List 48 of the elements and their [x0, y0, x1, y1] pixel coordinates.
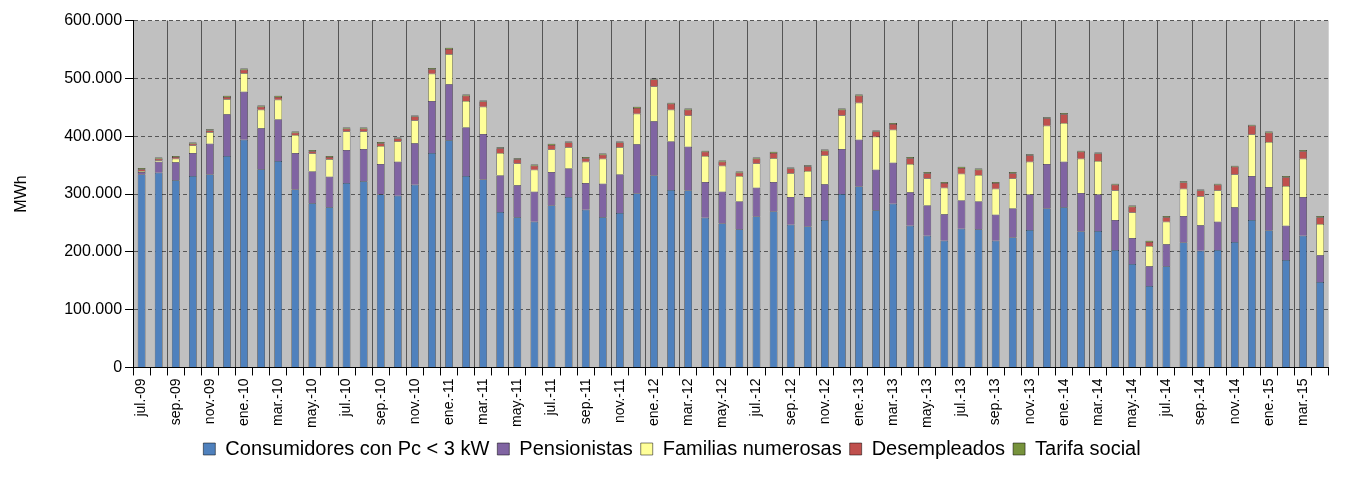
x-tick-label: sep.-11: [576, 378, 593, 425]
y-tick-label: 500.000: [64, 68, 123, 86]
y-tick-label: 400.000: [64, 126, 123, 144]
x-tick-label: mar.-12: [679, 378, 696, 426]
x-tick-label: ene.-11: [439, 378, 456, 425]
x-tick-label: ene.-10: [234, 378, 251, 426]
x-tick-label: ene.-15: [1259, 378, 1276, 426]
x-tick-label: may.-10: [303, 378, 320, 429]
x-tick-label: sep.-14: [1191, 378, 1208, 426]
y-tick-label: 300.000: [64, 184, 123, 202]
x-tick-label: jul.-12: [747, 378, 764, 418]
y-tick-label: 0: [113, 357, 123, 375]
y-tick-label: 200.000: [64, 242, 123, 260]
y-axis-title: MWh: [12, 175, 30, 213]
x-tick-label: jul.-11: [542, 378, 559, 417]
x-tick-label: nov.-12: [815, 378, 832, 425]
x-tick-label: nov.-09: [200, 378, 217, 425]
y-tick-label: 600.000: [64, 11, 123, 29]
x-tick-label: sep.-10: [371, 378, 388, 426]
x-tick-label: mar.-14: [1088, 378, 1105, 426]
legend-label: Pensionistas: [519, 436, 633, 459]
x-tick-label: jul.-14: [1157, 378, 1174, 418]
x-tick-label: mar.-11: [474, 378, 491, 425]
x-tick-label: mar.-10: [269, 378, 286, 426]
x-tick-label: sep.-13: [986, 378, 1003, 426]
y-tick-label: 100.000: [64, 300, 123, 318]
x-tick-label: ene.-12: [644, 378, 661, 426]
x-tick-label: jul.-10: [337, 378, 354, 418]
x-tick-label: may.-13: [918, 378, 935, 429]
x-tick-label: may.-14: [1123, 378, 1140, 429]
x-tick-label: nov.-10: [405, 378, 422, 425]
x-tick-label: jul.-13: [952, 378, 969, 418]
legend-label: Consumidores con Pc < 3 kW: [225, 436, 490, 459]
x-tick-label: sep.-09: [166, 378, 183, 426]
legend-label: Tarifa social: [1035, 436, 1141, 459]
x-tick-label: ene.-13: [849, 378, 866, 426]
legend-label: Familias numerosas: [662, 436, 842, 459]
x-tick-label: nov.-11: [610, 378, 627, 424]
x-tick-label: mar.-13: [884, 378, 900, 426]
x-tick-label: jul.-09: [132, 378, 149, 418]
legend-label: Desempleados: [871, 436, 1006, 459]
x-tick-label: nov.-14: [1225, 378, 1242, 425]
x-tick-label: may.-12: [713, 378, 730, 429]
x-tick-label: nov.-13: [1020, 378, 1037, 425]
x-tick-label: sep.-12: [781, 378, 798, 426]
x-tick-label: mar.-15: [1293, 378, 1310, 426]
x-tick-label: ene.-14: [1054, 378, 1071, 426]
x-tick-label: may.-11: [508, 378, 525, 427]
